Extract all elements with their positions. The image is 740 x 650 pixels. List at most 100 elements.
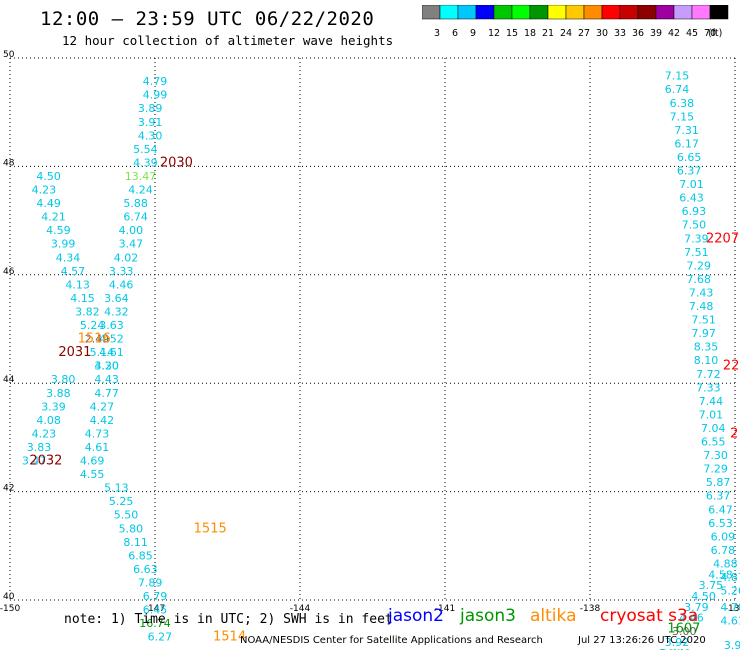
wave-height-point: 4.77 xyxy=(94,387,119,400)
color-scale-tick-label: 3 xyxy=(434,28,441,39)
wave-height-point: 7.15 xyxy=(670,110,695,123)
wave-height-point: 6.93 xyxy=(682,205,707,218)
wave-height-point: 4.39 xyxy=(133,156,158,169)
footer-timestamp: Jul 27 13:26:26 UTC 2020 xyxy=(578,635,706,646)
wave-height-point: 3.64 xyxy=(104,292,129,305)
pass-time-label: 1607 xyxy=(667,622,700,637)
wave-height-point: 5.88 xyxy=(123,197,148,210)
color-scale-swatches xyxy=(421,4,729,20)
wave-height-point: 3.47 xyxy=(22,455,47,468)
wave-height-point: 16.74 xyxy=(139,617,171,630)
wave-height-point: 4.61 xyxy=(85,441,110,454)
wave-height-point: 6.74 xyxy=(665,83,690,96)
wave-height-point: 3.83 xyxy=(27,441,52,454)
wave-height-point: 3.44 xyxy=(660,647,685,650)
wave-height-point: 5.54 xyxy=(133,143,158,156)
wave-height-point: 4.69 xyxy=(80,455,105,468)
wave-height-point: 3.47 xyxy=(119,238,144,251)
wave-height-point: 7.68 xyxy=(687,273,712,286)
wave-height-point: 4.70 xyxy=(720,601,740,614)
x-tick-label: -150 xyxy=(0,604,20,614)
wave-height-point: 7.01 xyxy=(679,178,704,191)
color-scale-tick-label: 42 xyxy=(668,28,681,39)
pass-time-label: 2032 xyxy=(29,454,62,469)
wave-height-point: 6.85 xyxy=(128,549,153,562)
wave-height-point: 4.42 xyxy=(90,414,115,427)
wave-height-point: 4.46 xyxy=(109,278,134,291)
pass-time-label: 1606 xyxy=(658,649,691,650)
wave-height-point: 7.97 xyxy=(691,327,716,340)
wave-height-point: 6.47 xyxy=(708,503,733,516)
footer-note: note: 1) Time is in UTC; 2) SWH is in fe… xyxy=(64,612,393,627)
wave-height-point: 4.27 xyxy=(90,400,115,413)
wave-height-point: 6.53 xyxy=(708,517,733,530)
wave-height-point: 4.79 xyxy=(143,75,168,88)
wave-height-point: 5.25 xyxy=(109,495,134,508)
wave-height-point: 4.00 xyxy=(119,224,144,237)
wave-height-point: 6.63 xyxy=(133,563,158,576)
color-scale-tick-label: 12 xyxy=(488,28,501,39)
wave-height-point: 6.37 xyxy=(677,165,702,178)
wave-height-point: 6.38 xyxy=(670,97,695,110)
color-scale-tick-label: 33 xyxy=(614,28,627,39)
wave-height-point: 4.08 xyxy=(36,414,61,427)
color-scale-tick-label: 30 xyxy=(596,28,609,39)
wave-height-point: 6.65 xyxy=(677,151,702,164)
wave-height-point: 5.26 xyxy=(720,585,740,598)
wave-height-point: 3.82 xyxy=(75,305,100,318)
wave-height-point: 6.09 xyxy=(711,530,736,543)
wave-height-point: 6.17 xyxy=(674,137,699,150)
wave-height-point: 7.01 xyxy=(699,408,724,421)
color-swatch xyxy=(709,4,729,20)
x-tick-label: -135 xyxy=(725,604,740,614)
wave-height-point: 3.33 xyxy=(109,265,134,278)
color-scale-tick-label: 9 xyxy=(470,28,477,39)
x-tick-label: -138 xyxy=(580,604,601,614)
wave-height-point: 7.31 xyxy=(674,124,699,137)
wave-height-point: 7.48 xyxy=(689,300,714,313)
wave-height-point: 8.10 xyxy=(694,354,719,367)
satellite-legend-item: altika xyxy=(530,606,577,626)
wave-height-point: 7.30 xyxy=(703,449,728,462)
wave-height-point: 4.55 xyxy=(80,468,105,481)
pass-time-label: 2031 xyxy=(58,345,91,360)
wave-height-point: 4.61 xyxy=(720,614,740,627)
y-tick-label: 48 xyxy=(3,158,15,168)
wave-height-point: 4.49 xyxy=(36,197,61,210)
wave-height-point: 7.51 xyxy=(684,246,709,259)
wave-height-point: 6.78 xyxy=(711,544,736,557)
wave-height-point: 4.15 xyxy=(70,292,95,305)
wave-height-point: 13.47 xyxy=(125,170,157,183)
color-scale-tick-label: 21 xyxy=(542,28,555,39)
wave-height-point: 4.30 xyxy=(94,360,119,373)
wave-height-point: 7.89 xyxy=(138,576,163,589)
chart-subtitle: 12 hour collection of altimeter wave hei… xyxy=(62,33,394,48)
color-scale-tick-label: 45 xyxy=(686,28,699,39)
wave-height-point: 3.63 xyxy=(99,319,124,332)
wave-height-point: 4.61 xyxy=(99,346,124,359)
wave-height-point: 4.30 xyxy=(138,129,163,142)
x-tick-label: -144 xyxy=(290,604,311,614)
color-scale-tick-label: 15 xyxy=(506,28,519,39)
wave-height-point: 4.50 xyxy=(36,170,61,183)
wave-height-point: 7.39 xyxy=(684,232,709,245)
wave-height-point: 4.73 xyxy=(85,427,110,440)
wave-height-point: 4.32 xyxy=(104,305,129,318)
color-scale-tick-label: 24 xyxy=(560,28,573,39)
wave-height-point: 4.99 xyxy=(143,89,168,102)
wave-height-point: 3.79 xyxy=(684,601,709,614)
footer-credit: NOAA/NESDIS Center for Satellite Applica… xyxy=(240,635,543,646)
pass-time-label: 2030 xyxy=(160,155,193,170)
color-scale-tick-label: 70 xyxy=(704,28,717,39)
wave-height-point: 7.72 xyxy=(696,368,721,381)
wave-height-point: 5.50 xyxy=(114,509,139,522)
wave-height-point: 5.14 xyxy=(90,346,115,359)
color-scale-legend: 3 6 9 12 15 18 21 24 27 30 33 36 39 42 45 70 (ft) xyxy=(421,4,732,39)
satellite-legend-item: jason2 xyxy=(388,606,444,626)
pass-time-label: 1516 xyxy=(78,332,111,347)
color-scale-tick-label: 6 xyxy=(452,28,459,39)
wave-height-point: 4.02 xyxy=(114,251,139,264)
wave-height-point: 4.88 xyxy=(713,557,738,570)
y-tick-label: 50 xyxy=(3,50,15,60)
